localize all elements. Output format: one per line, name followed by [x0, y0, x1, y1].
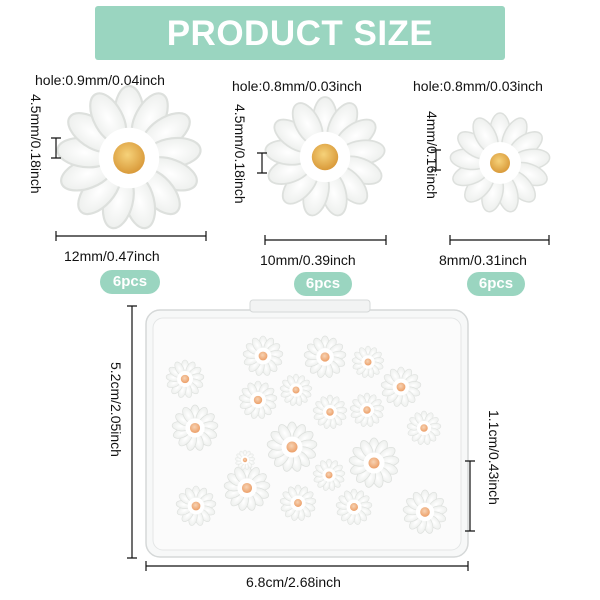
diameter-label: 10mm/0.39inch	[260, 252, 356, 268]
box-daisy	[336, 489, 373, 525]
box-width-label: 6.8cm/2.68inch	[246, 574, 341, 590]
box-daisy	[350, 393, 385, 427]
box-daisy	[304, 336, 347, 378]
box-height-label: 5.2cm/2.05inch	[108, 362, 124, 457]
hole-size-label: hole:0.8mm/0.03inch	[232, 78, 362, 94]
quantity-badge: 6pcs	[467, 272, 525, 296]
box-daisy	[313, 459, 346, 491]
box-daisy	[280, 485, 317, 521]
daisy-small	[449, 113, 551, 214]
box-daisy	[166, 360, 205, 398]
hole-size-label: hole:0.8mm/0.03inch	[413, 78, 543, 94]
daisy-medium	[264, 97, 386, 218]
diameter-label: 8mm/0.31inch	[439, 252, 527, 268]
thickness-label: 4.5mm/0.18inch	[28, 94, 44, 194]
diameter-label: 12mm/0.47inch	[64, 248, 160, 264]
daisy-large	[56, 86, 202, 231]
box-depth-label: 1.1cm/0.43inch	[486, 410, 502, 505]
page-title: PRODUCT SIZE	[166, 14, 434, 53]
box-daisy	[176, 486, 217, 526]
box-daisy	[172, 405, 219, 451]
title-banner: PRODUCT SIZE	[95, 6, 505, 60]
box-daisy	[267, 422, 318, 472]
box-daisy	[407, 411, 442, 445]
hole-size-label: hole:0.9mm/0.04inch	[35, 72, 165, 88]
thickness-label: 4mm/0.16inch	[424, 111, 440, 199]
quantity-badge: 6pcs	[100, 270, 160, 294]
box-daisy	[243, 336, 284, 376]
box-daisy	[239, 381, 278, 419]
box-daisy	[352, 346, 385, 378]
box-daisy	[381, 367, 422, 407]
box-daisy	[403, 490, 448, 534]
box-daisy	[224, 465, 271, 511]
box-daisy	[349, 438, 400, 488]
box-daisy	[280, 374, 313, 406]
box-daisy	[235, 450, 255, 470]
box-daisy	[313, 395, 348, 429]
box-daisies	[166, 336, 448, 534]
quantity-badge: 6pcs	[294, 272, 352, 296]
thickness-label: 4.5mm/0.18inch	[232, 104, 248, 204]
